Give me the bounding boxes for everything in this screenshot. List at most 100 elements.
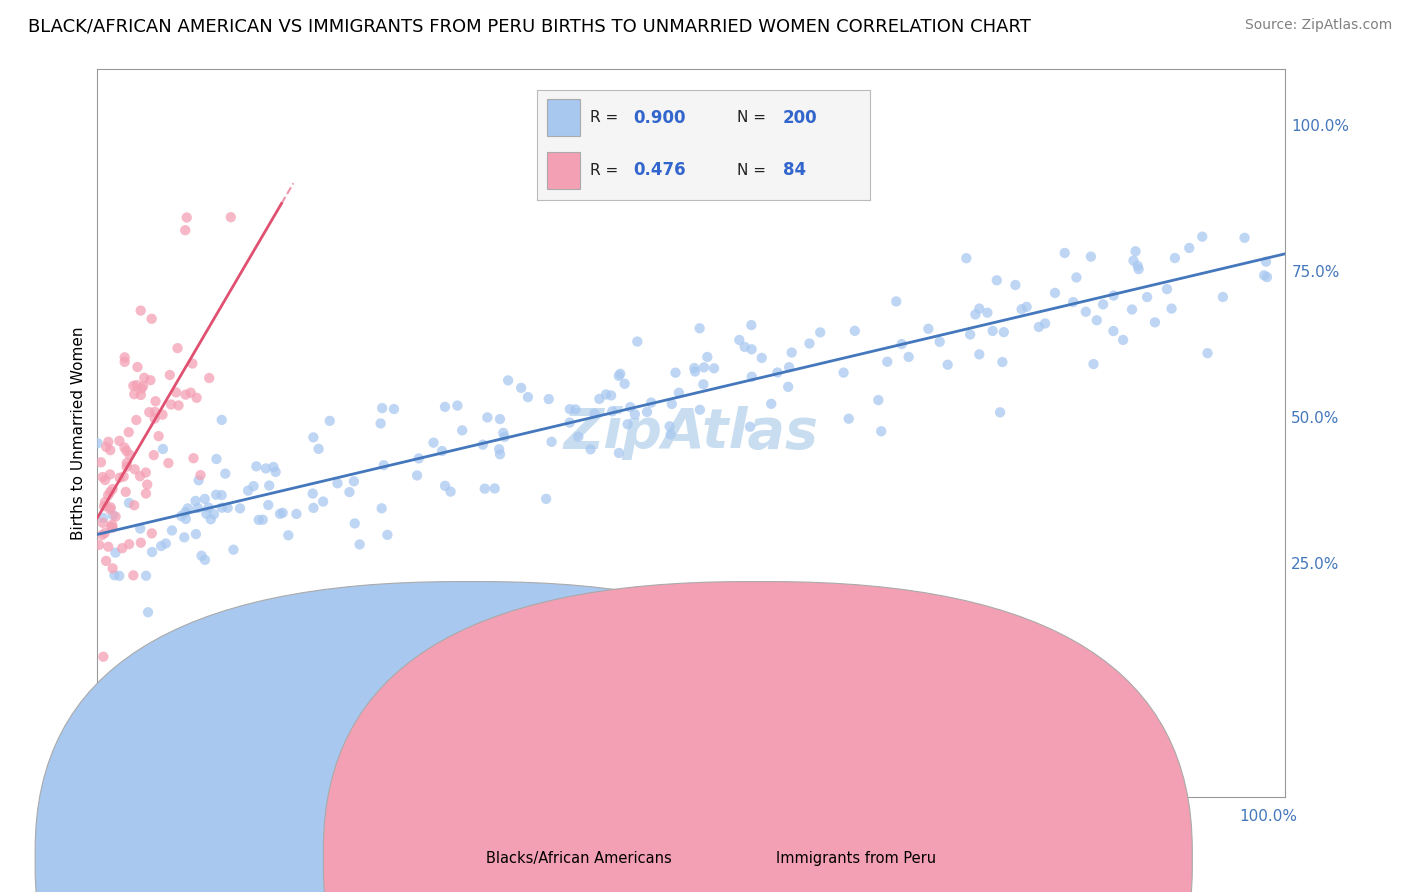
Point <box>613 376 636 391</box>
Point <box>1143 315 1166 329</box>
Point <box>160 397 183 411</box>
Point <box>131 382 153 396</box>
Point <box>738 419 761 434</box>
Point <box>97 488 120 502</box>
Point <box>761 397 783 411</box>
Point <box>174 512 197 526</box>
Point <box>142 448 165 462</box>
Point <box>205 488 228 502</box>
Point <box>138 405 160 419</box>
Point <box>114 355 136 369</box>
Point <box>422 435 444 450</box>
Text: 50.0%: 50.0% <box>1291 411 1340 425</box>
Point <box>103 568 125 582</box>
Point <box>1102 324 1125 338</box>
Point <box>136 605 159 619</box>
Point <box>184 494 207 508</box>
Point <box>135 486 157 500</box>
Point <box>955 251 977 265</box>
Point <box>98 467 121 482</box>
Point <box>489 447 512 461</box>
Point <box>118 425 141 440</box>
Point <box>434 479 457 493</box>
Point <box>976 306 998 320</box>
Point <box>129 388 152 402</box>
Point <box>636 405 658 419</box>
Point <box>174 387 197 401</box>
Point <box>91 511 114 525</box>
Point <box>516 390 538 404</box>
Point <box>1028 320 1050 334</box>
Point <box>143 405 166 419</box>
Point <box>115 456 138 470</box>
Point <box>108 569 131 583</box>
Text: Source: ZipAtlas.com: Source: ZipAtlas.com <box>1244 18 1392 32</box>
Point <box>683 364 706 378</box>
Point <box>477 410 499 425</box>
Point <box>1062 295 1084 310</box>
Point <box>349 537 371 551</box>
Point <box>741 343 763 357</box>
Point <box>373 458 395 473</box>
Point <box>640 395 662 409</box>
Point <box>187 473 209 487</box>
Point <box>194 491 217 506</box>
Point <box>277 528 299 542</box>
Point <box>118 448 141 462</box>
Text: ZipAtlas: ZipAtlas <box>564 406 818 460</box>
Point <box>326 476 349 491</box>
Point <box>703 361 725 376</box>
Point <box>236 483 259 498</box>
Point <box>558 402 581 417</box>
Point <box>988 405 1011 419</box>
Text: Immigrants from Peru: Immigrants from Peru <box>776 852 936 866</box>
Point <box>406 468 429 483</box>
Text: 25.0%: 25.0% <box>1291 557 1340 572</box>
Point <box>91 516 114 530</box>
Point <box>981 324 1004 338</box>
Point <box>170 509 193 524</box>
Point <box>114 351 136 365</box>
Point <box>1164 251 1187 265</box>
Point <box>1125 244 1147 259</box>
Point <box>91 470 114 484</box>
Point <box>132 379 155 393</box>
Point <box>534 491 557 506</box>
Point <box>152 442 174 456</box>
Point <box>1121 302 1143 317</box>
Point <box>94 554 117 568</box>
Point <box>1191 229 1213 244</box>
Point <box>125 413 148 427</box>
Point <box>101 508 124 523</box>
Point <box>567 430 589 444</box>
Point <box>302 500 325 515</box>
Point <box>870 424 893 438</box>
Point <box>1178 241 1201 255</box>
Point <box>141 526 163 541</box>
Point <box>564 402 586 417</box>
Point <box>122 568 145 582</box>
Point <box>602 404 624 418</box>
Point <box>489 412 512 426</box>
Point <box>198 371 221 385</box>
Point <box>184 527 207 541</box>
Point <box>271 506 294 520</box>
Point <box>211 500 233 515</box>
Point <box>778 380 800 394</box>
Point <box>1085 313 1108 327</box>
Point <box>152 408 174 422</box>
Point <box>488 442 510 457</box>
Point <box>928 334 950 349</box>
Point <box>696 350 718 364</box>
Point <box>101 561 124 575</box>
Point <box>100 520 122 534</box>
Point <box>658 419 681 434</box>
Point <box>1043 285 1066 300</box>
Point <box>112 469 135 483</box>
Point <box>94 473 117 487</box>
Point <box>129 535 152 549</box>
Point <box>122 498 145 512</box>
Text: BLACK/AFRICAN AMERICAN VS IMMIGRANTS FROM PERU BIRTHS TO UNMARRIED WOMEN CORRELA: BLACK/AFRICAN AMERICAN VS IMMIGRANTS FRO… <box>28 18 1031 36</box>
Point <box>308 442 330 456</box>
Point <box>1197 346 1219 360</box>
